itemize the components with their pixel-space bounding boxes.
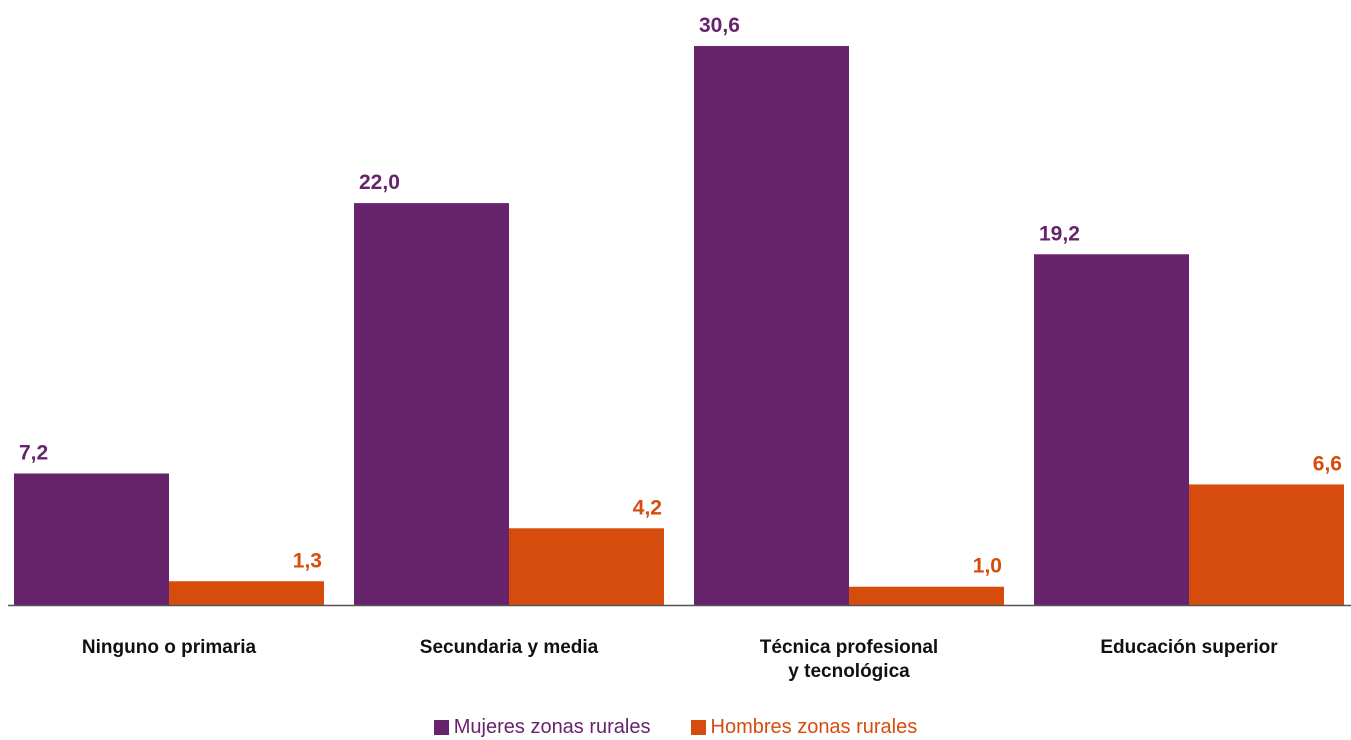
category-label-3: Educación superior: [1100, 637, 1278, 658]
legend-item-hombres: Hombres zonas rurales: [690, 716, 918, 739]
data-label-mujeres-0: 7,2: [19, 441, 48, 464]
category-label-2-line-1: y tecnológica: [788, 661, 910, 682]
category-label-1: Secundaria y media: [420, 637, 599, 658]
category-label-2-line-0: Técnica profesional: [760, 637, 938, 658]
legend-item-mujeres: Mujeres zonas rurales: [433, 716, 651, 739]
bar-hombres-3: [1189, 484, 1344, 605]
bar-mujeres-3: [1034, 254, 1189, 606]
bar-hombres-0: [169, 581, 324, 605]
legend-label-mujeres: Mujeres zonas rurales: [453, 716, 651, 738]
legend-swatch-mujeres: [433, 720, 449, 735]
bar-mujeres-1: [354, 203, 509, 606]
data-label-mujeres-1: 22,0: [359, 171, 400, 194]
data-label-mujeres-3: 19,2: [1039, 222, 1080, 245]
bar-hombres-1: [509, 528, 664, 605]
legend: Mujeres zonas rurales Hombres zonas rura…: [0, 716, 1351, 739]
bar-chart: 7,2 1,3 Ninguno o primaria 22,0 4,2 Secundari…: [8, 14, 1351, 682]
bar-hombres-2: [849, 586, 1004, 605]
data-label-hombres-2: 1,0: [973, 555, 1002, 578]
data-label-mujeres-2: 30,6: [699, 14, 740, 37]
data-label-hombres-3: 6,6: [1313, 452, 1342, 475]
bar-mujeres-2: [694, 46, 849, 605]
data-label-hombres-0: 1,3: [293, 549, 322, 572]
legend-label-hombres: Hombres zonas rurales: [710, 716, 918, 738]
bar-mujeres-0: [14, 473, 169, 605]
data-label-hombres-1: 4,2: [633, 496, 662, 519]
legend-swatch-hombres: [690, 720, 706, 735]
category-label-0: Ninguno o primaria: [82, 637, 257, 658]
